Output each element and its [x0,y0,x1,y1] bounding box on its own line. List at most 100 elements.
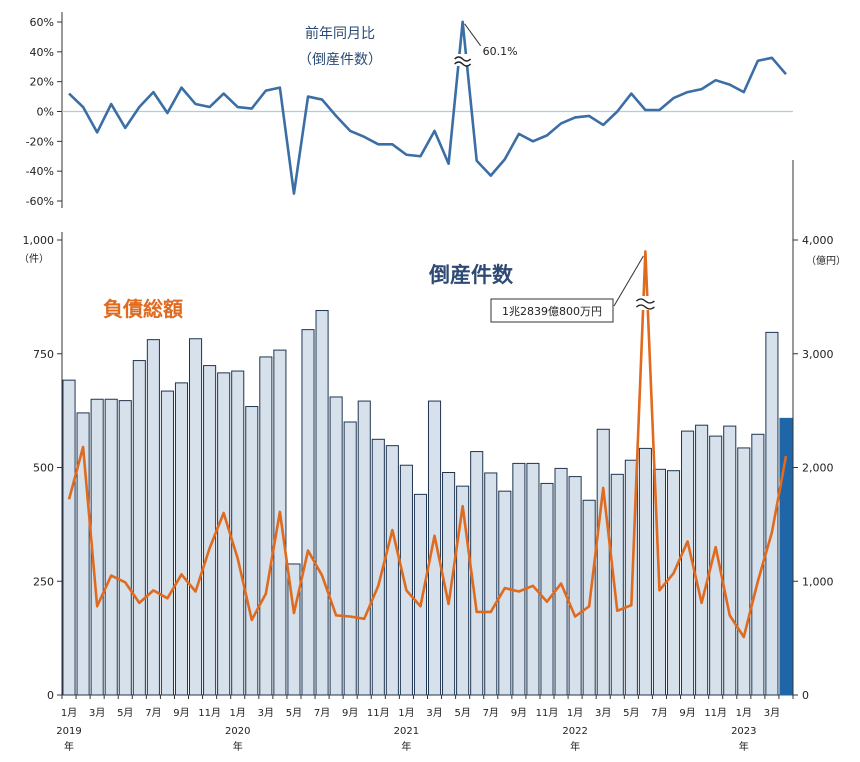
right-axis-unit: （億円） [806,254,846,267]
left-y-tick-label: 250 [33,575,54,588]
right-y-tick-label: 2,000 [802,462,834,475]
left-axis-unit: （件） [19,253,49,265]
bar [427,400,442,696]
x-tick-label: 1月 [61,707,77,719]
x-tick-label: 3月 [595,707,611,719]
bar [301,329,315,696]
x-tick-label: 9月 [511,707,527,719]
year-label: 2019 [56,726,81,737]
peak-annotation-label: 60.1% [483,45,518,58]
bar [245,406,259,696]
left-y-tick-label: 1,000 [23,234,55,247]
x-tick-label: 7月 [483,707,499,719]
bar [596,428,610,696]
bar [498,490,512,696]
bar [118,400,132,696]
x-tick-label: 3月 [764,707,780,719]
year-label: 2023 [731,726,756,737]
x-tick-label: 11月 [198,707,221,719]
bar [259,356,273,696]
top-break-mark [454,56,472,67]
debt-series-label: 負債総額 [103,297,183,321]
top-y-tick-label: 0% [37,106,54,119]
top-y-tick-label: -20% [26,135,54,148]
x-tick-label: 7月 [651,707,667,719]
right-y-tick-label: 4,000 [802,234,834,247]
bar [315,310,329,696]
x-tick-label: 11月 [536,707,559,719]
bar [442,472,456,696]
right-y-tick-label: 0 [802,689,809,702]
x-tick-label: 5月 [286,707,302,719]
bar [695,424,709,696]
bar [329,396,343,696]
bar [357,400,371,696]
bar [568,476,582,696]
year-label: 2020 [225,726,250,737]
bar [413,493,428,696]
bar [456,485,470,696]
bar [273,349,287,696]
bar [526,462,540,696]
top-y-tick-label: 60% [30,16,54,29]
bar [399,464,413,696]
bar [160,390,174,696]
bar [174,382,189,696]
x-tick-label: 1月 [398,707,414,719]
left-y-tick-label: 500 [33,462,54,475]
bar [638,447,652,696]
bar [146,339,160,696]
debt-break-mark [635,298,655,310]
x-tick-label: 9月 [342,707,358,719]
yoy-series-line [68,20,787,195]
bankruptcy-bar-chart: 1,000 750 500 250 0 （件） 4,000 3,000 2,000 1,000 0 （… [19,160,846,753]
x-tick-label: 5月 [454,707,470,719]
x-tick-label: 3月 [89,707,105,719]
bar [104,398,118,696]
bar [723,425,737,696]
bar [554,467,568,696]
debt-leader-line [613,255,644,307]
bar [484,472,498,696]
right-y-tick-label: 3,000 [802,348,834,361]
x-tick-label: 9月 [173,707,189,719]
bar [62,379,76,696]
top-chart-subtitle: （倒産件数） [298,52,382,68]
bar-chart-title: 倒産件数 [428,263,514,287]
top-chart-title: 前年同月比 [305,25,375,42]
x-tick-label: 3月 [258,707,274,719]
x-tick-label: 3月 [426,707,442,719]
bar [132,360,146,696]
x-tick-label: 5月 [117,707,133,719]
bar [540,482,554,696]
year-suffix-label: 年 [64,740,74,753]
bar [203,365,217,696]
debt-series-line [67,250,788,639]
bar [343,421,357,696]
yoy-line-chart: 60% 40% 20% 0% -20% -40% -60% 前年同月比 （倒産件数） 60.1% [26,12,793,208]
year-suffix-label: 年 [401,740,411,753]
x-tick-label: 11月 [704,707,727,719]
bar [765,331,779,696]
bar [189,338,203,696]
x-tick-label: 11月 [367,707,390,719]
top-y-tick-label: 20% [30,76,54,89]
x-tick-label: 1月 [736,707,752,719]
x-tick-label: 5月 [623,707,639,719]
year-label: 2022 [562,726,587,737]
x-tick-label: 7月 [314,707,330,719]
peak-leader-line [464,23,482,47]
bar [709,435,723,696]
right-y-tick-label: 1,000 [802,575,834,588]
bar [231,370,245,696]
top-y-tick-label: 40% [30,46,54,59]
bar [610,473,624,696]
x-tick-label: 9月 [679,707,695,719]
top-y-tick-label: -40% [26,165,54,178]
year-suffix-label: 年 [233,740,243,753]
top-y-tick-label: -60% [26,195,54,208]
bar [217,372,231,696]
debt-annotation-box [490,298,614,323]
bar [666,470,681,696]
bar [385,445,399,696]
